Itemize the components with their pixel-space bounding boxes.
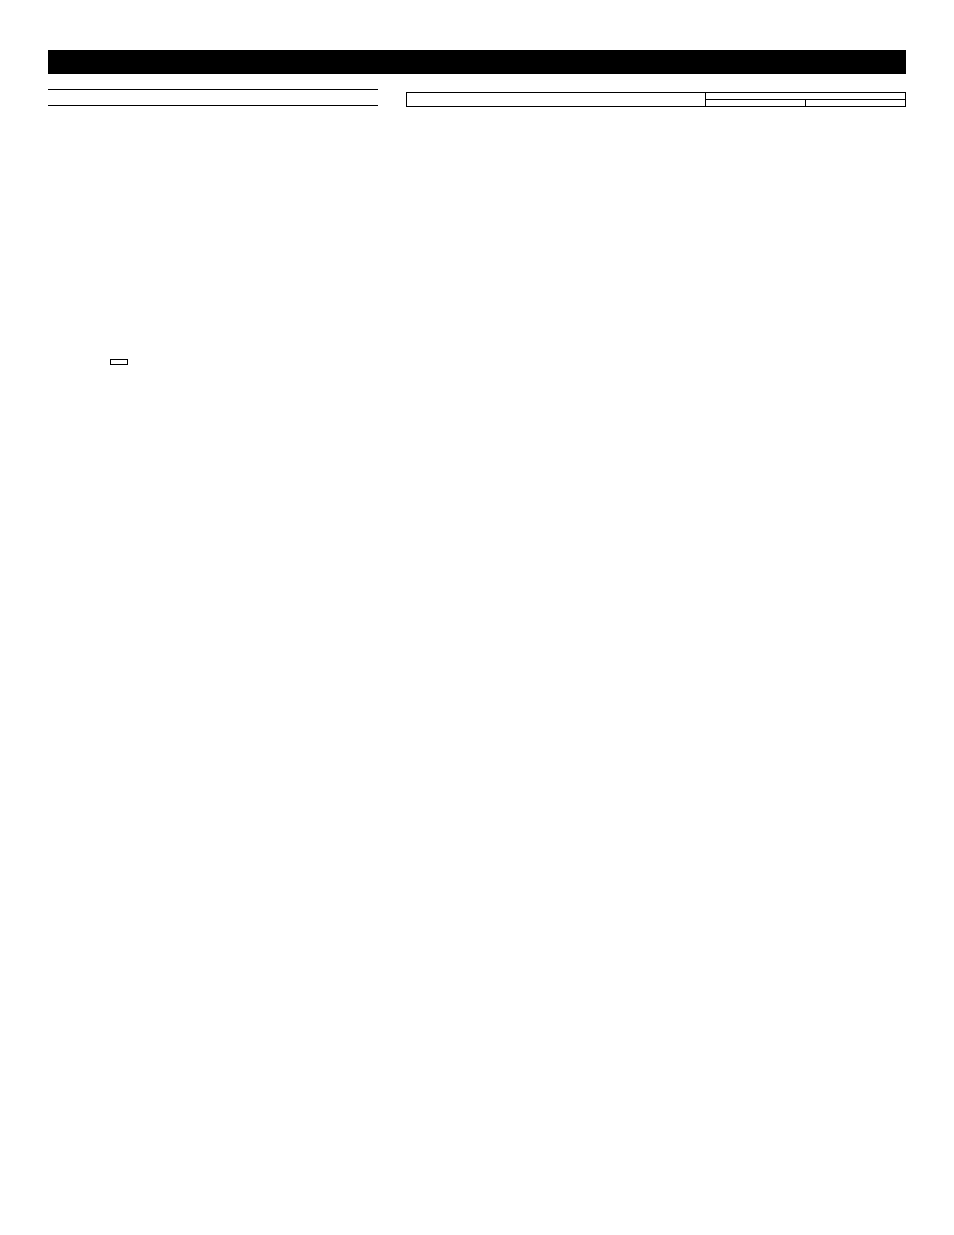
right-column — [406, 88, 906, 116]
table-header — [706, 100, 806, 107]
timing-diagram-svg — [48, 186, 348, 336]
subsection-heading — [48, 88, 378, 90]
table-header — [706, 93, 906, 100]
timing-figure — [48, 186, 906, 341]
subsection-heading — [48, 104, 378, 106]
spec-table — [406, 92, 906, 107]
section-header-bar — [48, 50, 906, 74]
notes-label-box — [110, 359, 128, 365]
left-column — [48, 88, 378, 116]
two-column-region — [48, 88, 906, 116]
notes-block — [110, 359, 906, 373]
table-header — [806, 100, 906, 107]
table-header — [407, 93, 706, 107]
